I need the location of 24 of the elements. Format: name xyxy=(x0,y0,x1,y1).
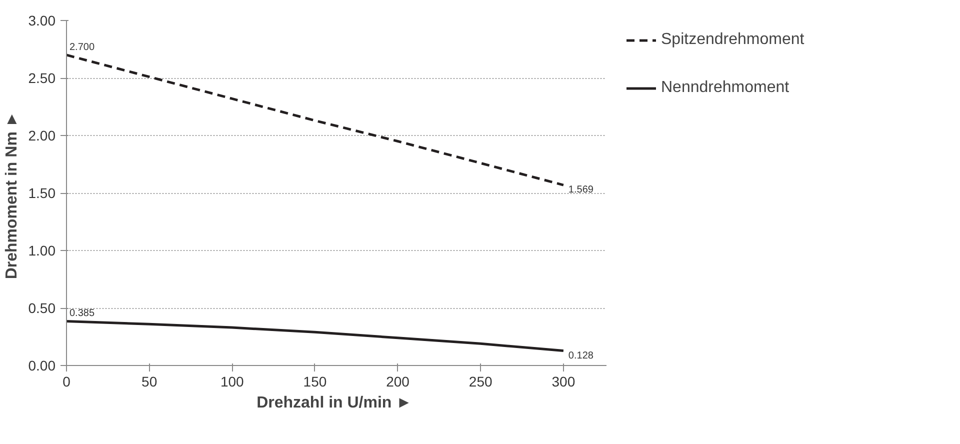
line-series xyxy=(66,54,565,186)
x-tick-label: 100 xyxy=(220,374,244,390)
x-tick-label: 200 xyxy=(386,374,410,390)
y-tick-label: 2.50 xyxy=(28,70,56,86)
x-tick-label: 250 xyxy=(468,374,493,390)
x-axis-title: Drehzahl in U/min ► xyxy=(256,394,412,412)
legend-label: Nenndrehmoment xyxy=(661,79,790,97)
line-series xyxy=(66,320,565,352)
x-tick-label: 150 xyxy=(303,374,327,390)
x-tick-label: 0 xyxy=(62,374,71,390)
data-label: 0.128 xyxy=(568,350,594,362)
x-tick-label: 300 xyxy=(552,374,576,390)
y-tick-label: 1.50 xyxy=(28,185,56,201)
data-label: 2.700 xyxy=(70,42,95,53)
y-tick-label: 3.00 xyxy=(28,12,56,28)
y-axis-title: Drehmoment in Nm ► xyxy=(3,111,20,280)
data-label: 1.569 xyxy=(568,184,594,196)
y-tick-label: 0.00 xyxy=(28,358,56,374)
y-tick-label: 2.00 xyxy=(28,128,56,144)
data-label: 0.385 xyxy=(70,308,95,320)
y-tick-label: 1.00 xyxy=(28,242,56,258)
x-tick-label: 50 xyxy=(142,374,158,390)
legend-label: Spitzendrehmoment xyxy=(661,31,804,49)
y-tick-label: 0.50 xyxy=(28,300,56,316)
